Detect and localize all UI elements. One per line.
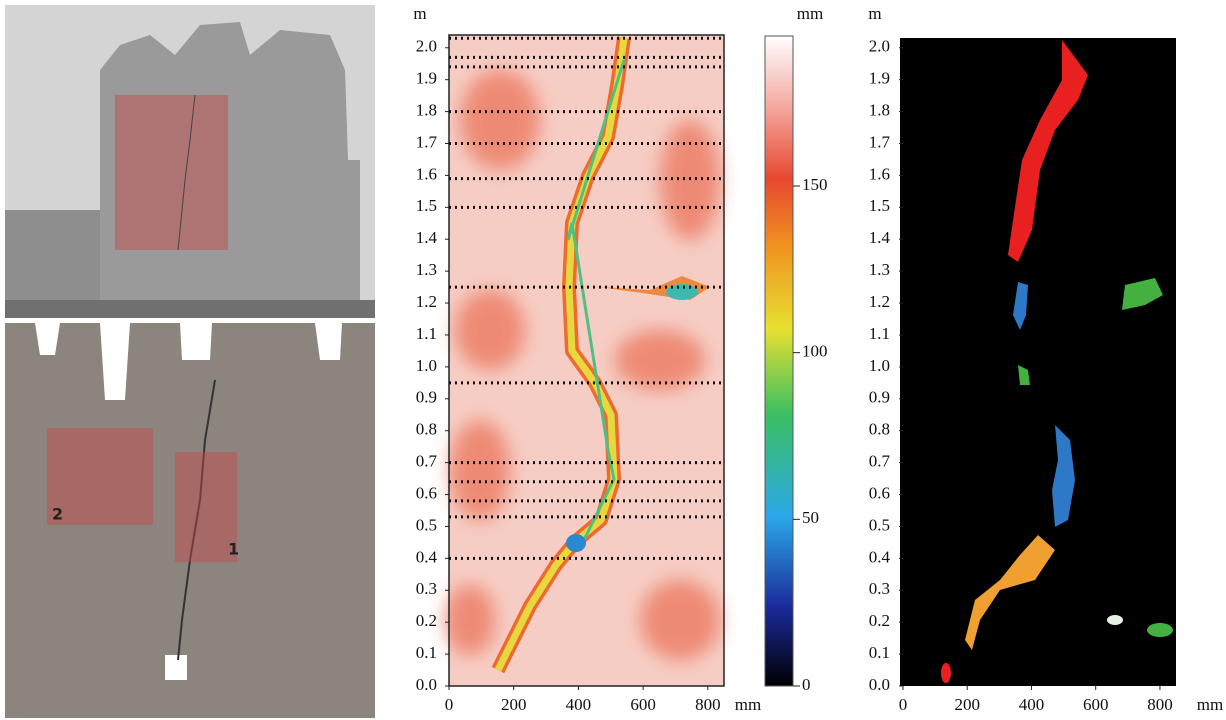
y-tick-label: 0.7 xyxy=(869,452,891,471)
colorbar-tick-label: 100 xyxy=(802,342,828,361)
y-tick-label: 1.2 xyxy=(869,292,890,311)
y-tick-label: 0.9 xyxy=(869,388,890,407)
x-unit: mm xyxy=(1197,695,1223,714)
y-tick-label: 1.2 xyxy=(416,292,437,311)
y-tick-label: 1.1 xyxy=(869,324,890,343)
y-tick-label: 0.7 xyxy=(416,452,438,471)
x-tick-label: 400 xyxy=(566,695,592,714)
y-unit: m xyxy=(868,4,881,23)
segmentation xyxy=(900,38,1176,686)
y-tick-label: 1.8 xyxy=(416,100,437,119)
y-tick-label: 1.3 xyxy=(869,260,890,279)
y-tick-label: 1.0 xyxy=(416,356,437,375)
x-tick-label: 600 xyxy=(630,695,656,714)
y-tick-label: 0.6 xyxy=(416,483,437,502)
y-tick-label: 0.4 xyxy=(869,547,891,566)
y-tick-label: 2.0 xyxy=(416,37,437,56)
y-tick-label: 1.5 xyxy=(869,196,890,215)
y-tick-label: 0.9 xyxy=(416,388,437,407)
y-tick-label: 1.9 xyxy=(416,69,437,88)
wall-photo: 1 2 xyxy=(5,323,375,718)
y-tick-label: 0.8 xyxy=(416,420,437,439)
heatmap xyxy=(445,35,724,686)
figure: 1 2 0.0 0.1 0.2 0.3 0.4 0 xyxy=(0,0,1226,720)
tower-photo xyxy=(5,5,375,318)
y-tick-label: 0.3 xyxy=(416,579,437,598)
y-tick-label: 1.7 xyxy=(869,132,891,151)
y-tick-label: 1.6 xyxy=(416,164,437,183)
y-tick-label: 1.3 xyxy=(416,260,437,279)
colorbar-tick-label: 0 xyxy=(802,675,811,694)
y-tick-label: 1.1 xyxy=(416,324,437,343)
y-tick-label: 0.1 xyxy=(416,643,437,662)
y-tick-label: 1.9 xyxy=(869,69,890,88)
y-tick-label: 0.5 xyxy=(869,515,890,534)
y-tick-label: 1.6 xyxy=(869,164,890,183)
y-tick-label: 0.2 xyxy=(869,611,890,630)
y-tick-label: 0.6 xyxy=(869,483,890,502)
y-tick-label: 1.5 xyxy=(416,196,437,215)
y-tick-label: 0.0 xyxy=(416,675,437,694)
x-tick-label: 400 xyxy=(1019,695,1045,714)
colorbar xyxy=(765,36,793,686)
colorbar-unit: mm xyxy=(797,4,823,23)
y-tick-label: 1.0 xyxy=(869,356,890,375)
y-tick-label: 1.4 xyxy=(869,228,891,247)
x-tick-label: 0 xyxy=(899,695,908,714)
x-tick-label: 200 xyxy=(954,695,980,714)
x-tick-label: 0 xyxy=(445,695,454,714)
y-tick-label: 1.7 xyxy=(416,132,438,151)
y-tick-label: 0.2 xyxy=(416,611,437,630)
x-tick-label: 800 xyxy=(1147,695,1173,714)
y-tick-label: 0.8 xyxy=(869,420,890,439)
colorbar-tick-label: 50 xyxy=(802,508,819,527)
region-label: 1 xyxy=(228,540,239,559)
colorbar-tick-label: 150 xyxy=(802,175,828,194)
y-tick-label: 0.1 xyxy=(869,643,890,662)
y-unit: m xyxy=(413,4,426,23)
x-unit: mm xyxy=(735,695,761,714)
y-tick-label: 0.0 xyxy=(869,675,890,694)
x-tick-label: 200 xyxy=(501,695,527,714)
y-tick-label: 0.3 xyxy=(869,579,890,598)
x-tick-label: 600 xyxy=(1083,695,1109,714)
y-tick-label: 1.8 xyxy=(869,100,890,119)
y-tick-label: 1.4 xyxy=(416,228,438,247)
y-tick-label: 0.5 xyxy=(416,515,437,534)
x-tick-label: 800 xyxy=(695,695,721,714)
y-tick-label: 0.4 xyxy=(416,547,438,566)
y-tick-label: 2.0 xyxy=(869,37,890,56)
region-label: 2 xyxy=(52,505,63,524)
page: 1 2 0.0 0.1 0.2 0.3 0.4 0 xyxy=(0,0,1226,720)
